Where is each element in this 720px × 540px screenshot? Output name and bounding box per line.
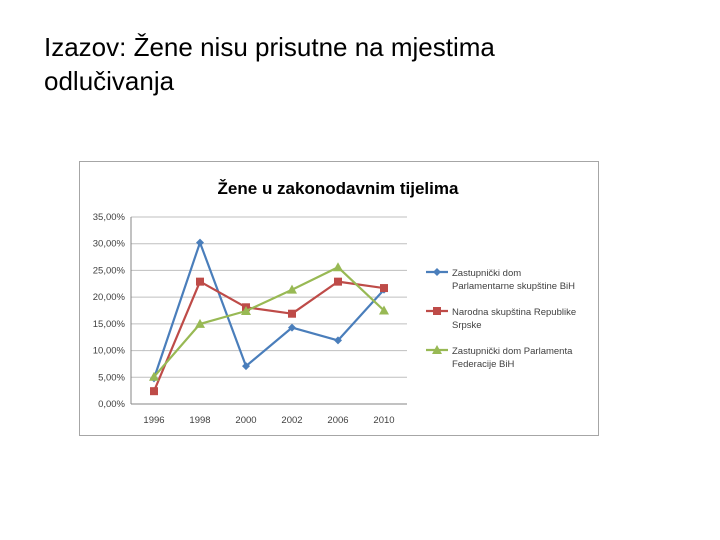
data-point-series-2 <box>334 277 342 286</box>
x-tick-label: 2010 <box>373 415 394 426</box>
data-point-series-1 <box>288 323 296 332</box>
slide-title-line-1: Izazov: Žene nisu prisutne na mjestima <box>44 32 495 62</box>
data-point-series-2 <box>150 387 158 396</box>
data-point-series-2 <box>380 284 388 293</box>
data-point-series-3 <box>379 305 389 315</box>
y-tick-label: 5,00% <box>98 372 125 383</box>
data-point-series-3 <box>149 371 159 381</box>
chart-title: Žene u zakonodavnim tijelima <box>218 179 459 198</box>
legend-swatch-marker <box>433 307 441 315</box>
x-tick-label: 1996 <box>143 415 164 426</box>
x-tick-label: 2002 <box>281 415 302 426</box>
data-point-series-3 <box>241 306 251 316</box>
data-point-series-1 <box>334 336 342 345</box>
legend-label: Narodna skupština Republike <box>452 307 576 318</box>
data-point-series-3 <box>287 284 297 294</box>
legend-swatch-marker <box>432 345 442 354</box>
slide-title-line-2: odlučivanja <box>44 66 175 96</box>
series-line-2 <box>152 280 385 392</box>
y-tick-label: 20,00% <box>93 292 126 303</box>
line-chart: Žene u zakonodavnim tijelima 0,00% 5,00% 1… <box>93 179 576 426</box>
legend-label: Srpske <box>452 320 482 331</box>
series-line-3 <box>153 266 385 378</box>
y-tick-label: 15,00% <box>93 319 126 330</box>
y-tick-label: 0,00% <box>98 399 125 410</box>
data-point-series-1 <box>242 362 250 371</box>
legend-label: Parlamentarne skupštine BiH <box>452 281 575 292</box>
x-tick-label: 1998 <box>189 415 210 426</box>
y-tick-label: 10,00% <box>93 346 126 357</box>
y-tick-label: 30,00% <box>93 239 126 250</box>
data-point-series-3 <box>333 262 343 272</box>
legend-swatch-marker <box>433 268 441 276</box>
legend-label: Zastupnički dom <box>452 268 521 279</box>
series-line-1 <box>152 241 385 379</box>
data-point-series-1 <box>196 238 204 247</box>
data-point-series-3 <box>195 318 205 328</box>
chart-container: Žene u zakonodavnim tijelima 0,00% 5,00% 1… <box>79 161 599 436</box>
x-tick-label: 2006 <box>327 415 348 426</box>
data-point-series-2 <box>196 277 204 286</box>
y-tick-label: 35,00% <box>93 212 126 223</box>
data-point-series-2 <box>288 309 296 318</box>
legend-label: Zastupnički dom Parlamenta <box>452 346 573 357</box>
slide-title: Izazov: Žene nisu prisutne na mjestima o… <box>44 30 684 98</box>
y-tick-label: 25,00% <box>93 265 126 276</box>
x-tick-label: 2000 <box>235 415 256 426</box>
legend-label: Federacije BiH <box>452 359 514 370</box>
